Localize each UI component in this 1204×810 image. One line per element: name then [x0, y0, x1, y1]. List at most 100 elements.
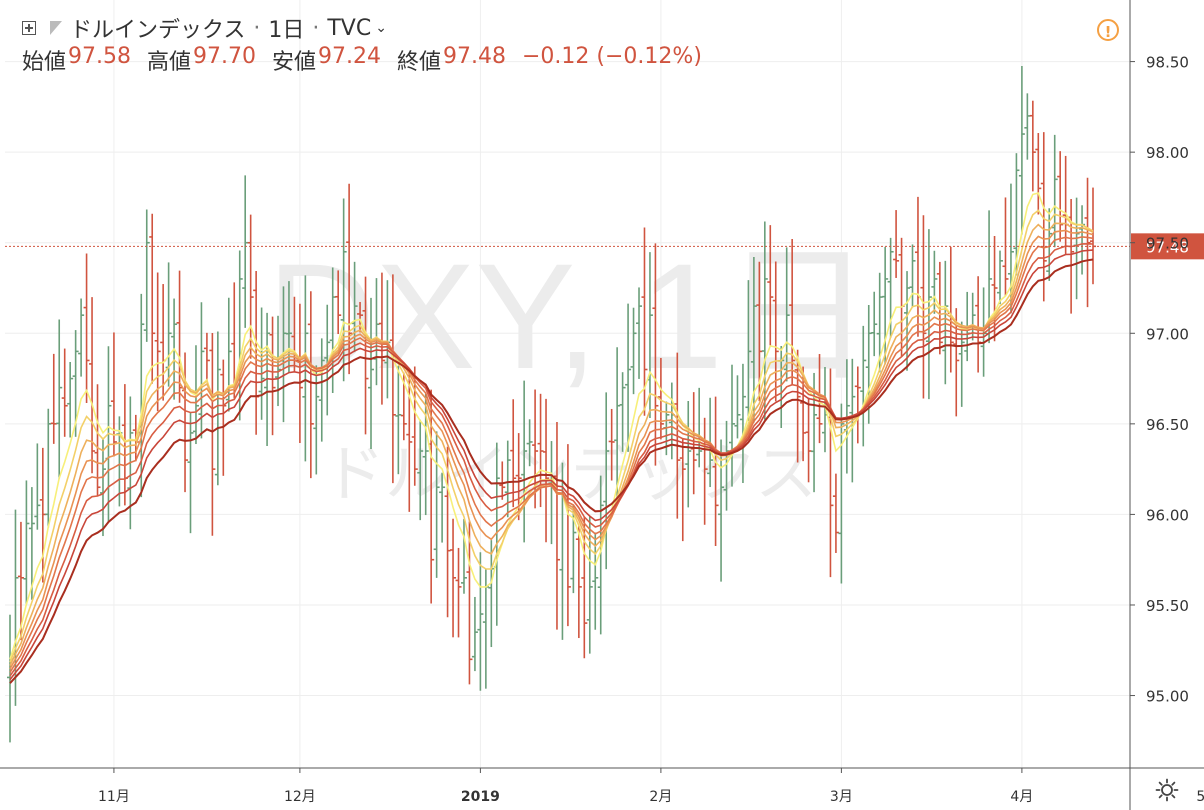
- ohlc-bar: [608, 408, 615, 481]
- ohlc-bar: [220, 359, 227, 476]
- ohlc-bar: [99, 438, 106, 537]
- ohlc-bar: [630, 307, 637, 395]
- ohlc-bar: [488, 540, 495, 648]
- ohlc-bar: [745, 280, 752, 421]
- ohlc-bar: [45, 408, 52, 528]
- settings-gear-icon[interactable]: [1155, 778, 1179, 802]
- ohlc-bar: [1062, 155, 1069, 255]
- ohlc-bars: [7, 65, 1096, 743]
- ohlc-bar: [543, 398, 550, 543]
- ohlc-bar: [362, 276, 369, 435]
- ohlc-bar: [1029, 100, 1036, 192]
- ohlc-bar: [652, 243, 659, 466]
- ohlc-bar: [67, 361, 74, 438]
- ohlc-bar: [581, 516, 588, 659]
- ohlc-bar: [389, 274, 396, 484]
- ohlc-bar: [450, 518, 457, 638]
- ohlc-bar: [641, 227, 648, 416]
- x-tick-label: 5月: [1196, 789, 1204, 805]
- ohlc-bar: [378, 272, 385, 405]
- ohlc-bar: [477, 552, 484, 691]
- ema-line: [9, 242, 1094, 677]
- ohlc-bar: [225, 297, 232, 412]
- ohlc-bar: [685, 401, 692, 508]
- ema-line: [9, 258, 1094, 684]
- interval-label[interactable]: 1日: [268, 18, 305, 43]
- ohlc-bar: [285, 281, 292, 373]
- ohlc-bar: [368, 297, 374, 449]
- y-tick-label: 97.00: [1146, 325, 1189, 343]
- ohlc-bar: [307, 291, 314, 479]
- x-tick-label: 4月: [1010, 789, 1033, 805]
- open-label: 始値: [22, 50, 67, 75]
- ohlc-bar: [460, 518, 467, 594]
- ohlc-bar: [920, 215, 927, 399]
- ohlc-bar: [258, 307, 265, 420]
- ohlc-bar: [72, 330, 79, 437]
- expand-icon[interactable]: [22, 21, 36, 35]
- exchange-label[interactable]: TVC: [327, 15, 372, 41]
- ohlc-bar: [439, 472, 446, 543]
- ohlc-bar: [789, 239, 796, 385]
- ohlc-bar: [893, 210, 900, 278]
- ohlc-bar: [499, 461, 506, 500]
- separator-dot: ·: [312, 15, 320, 41]
- ohlc-bar: [17, 521, 24, 641]
- open-value: 97.58: [68, 44, 131, 69]
- symbol-name[interactable]: ドルインデックス: [70, 18, 246, 43]
- chart-header: ドルインデックス · 1日 · TVC ⌄ 始値 97.58 高値 97.70 …: [0, 0, 1130, 80]
- ohlc-bar: [346, 183, 353, 375]
- ohlc-bar: [712, 396, 719, 547]
- ohlc-bar: [767, 225, 774, 346]
- separator-dot: ·: [253, 15, 261, 41]
- ohlc-bar: [1084, 177, 1091, 308]
- ohlc-bar: [406, 369, 413, 512]
- low-label: 安値: [272, 50, 317, 75]
- ohlc-bar: [50, 353, 57, 444]
- ohlc-bar: [247, 214, 254, 359]
- ohlc-bar: [83, 253, 90, 403]
- ohlc-bar: [636, 287, 643, 379]
- ohlc-bar: [947, 246, 954, 373]
- ohlc-bar: [433, 431, 440, 578]
- chart-watermark: DXY, 1日 ドルインデックス: [267, 232, 873, 510]
- chevron-down-icon[interactable]: ⌄: [375, 20, 387, 36]
- ema-line: [9, 249, 1094, 681]
- y-tick-label: 96.00: [1146, 506, 1189, 524]
- ohlc-bar: [324, 304, 331, 416]
- ohlc-bar: [592, 532, 599, 630]
- ohlc-bar: [209, 332, 216, 536]
- ohlc-bar: [718, 439, 725, 582]
- ohlc-bar: [1040, 132, 1047, 302]
- ohlc-bar: [772, 261, 779, 402]
- x-tick-label: 11月: [98, 789, 130, 805]
- ohlc-bar: [860, 325, 867, 447]
- ohlc-bar: [854, 366, 861, 444]
- ohlc-bar: [1068, 198, 1075, 314]
- ohlc-bar: [214, 331, 221, 486]
- ohlc-bar: [619, 372, 626, 452]
- ohlc-bar: [614, 347, 621, 506]
- ohlc-bar: [975, 276, 982, 373]
- last-price-label: 97.48: [1146, 238, 1189, 256]
- y-tick-label: 97.50: [1146, 235, 1189, 253]
- ohlc-bar: [1090, 187, 1096, 285]
- ohlc-bar: [335, 270, 342, 335]
- close-label: 終値: [397, 50, 442, 75]
- ohlc-bar: [1079, 205, 1086, 275]
- ohlc-bar: [739, 363, 746, 484]
- ohlc-bar: [455, 547, 462, 638]
- ohlc-bar: [110, 332, 117, 457]
- ohlc-bar: [575, 526, 582, 639]
- ohlc-bar: [734, 375, 741, 439]
- warning-icon[interactable]: !: [1097, 19, 1119, 41]
- y-tick-label: 96.50: [1146, 416, 1189, 434]
- last-price-tag: [1131, 233, 1204, 260]
- y-tick-label: 98.00: [1146, 144, 1189, 162]
- ohlc-bar: [28, 487, 35, 600]
- ohlc-bar: [466, 521, 473, 685]
- ohlc-bar: [696, 387, 703, 468]
- ohlc-bar: [1024, 93, 1031, 160]
- y-tick-label: 98.50: [1146, 54, 1189, 72]
